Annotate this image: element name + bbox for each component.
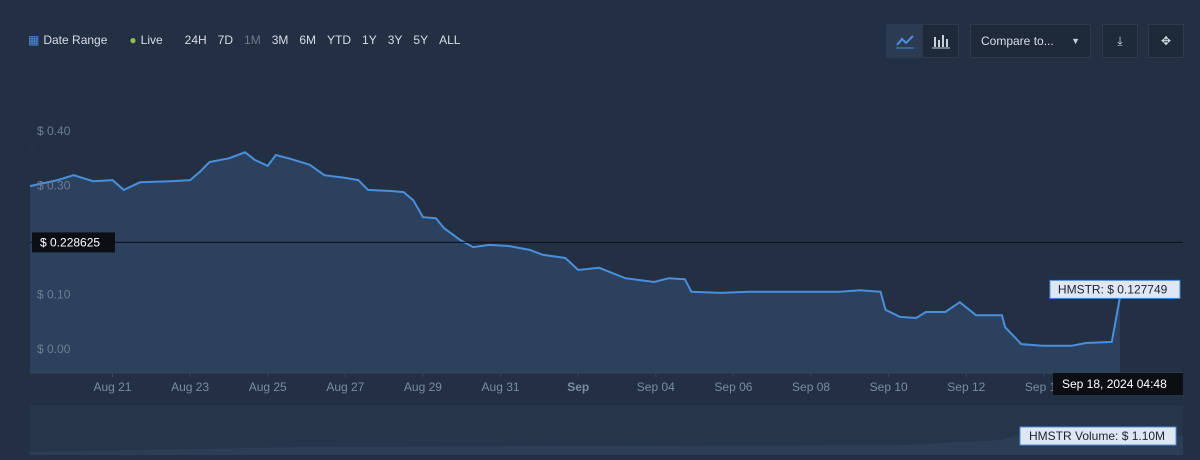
volume-label: HMSTR Volume: $ 1.10M	[1029, 429, 1165, 443]
date-box	[1053, 373, 1183, 395]
range-button[interactable]: 24H	[184, 33, 207, 47]
bar-view-button[interactable]	[922, 24, 959, 58]
date-label: Sep 18, 2024 04:48	[1062, 377, 1167, 391]
range-button[interactable]: 3Y	[387, 33, 403, 47]
x-tick-label: Sep	[567, 380, 589, 394]
compare-label: Compare to...	[981, 34, 1054, 48]
range-button[interactable]: 7D	[217, 33, 234, 47]
compare-select[interactable]: Compare to... ▼	[970, 24, 1091, 58]
download-button[interactable]: ⤓	[1102, 24, 1138, 58]
toolbar: ▦ Date Range ● Live 24H 7D 1M 3M 6M YTD 1Y 3Y 5Y AL…	[28, 33, 471, 47]
last-value-label: HMSTR: $ 0.127749	[1058, 283, 1168, 297]
x-tick-label: Sep 10	[870, 380, 908, 394]
x-tick-label: Aug 29	[404, 380, 442, 394]
x-tick-label: Aug 21	[93, 380, 131, 394]
x-tick-label: Aug 25	[249, 380, 287, 394]
range-button[interactable]: 6M	[299, 33, 317, 47]
date-range[interactable]: ▦ Date Range	[28, 33, 108, 47]
crosshair-label-box	[32, 232, 115, 253]
range-button[interactable]: 1M	[244, 33, 261, 47]
volume-area	[30, 432, 1183, 455]
y-tick-label: $ 0.30	[37, 179, 71, 193]
range-button[interactable]: ALL	[439, 33, 461, 47]
range-button[interactable]: 1Y	[362, 33, 377, 47]
x-tick-label: Aug 23	[171, 380, 209, 394]
x-tick-label: Sep 04	[637, 380, 675, 394]
crosshair-label: $ 0.228625	[40, 236, 100, 250]
live[interactable]: ● Live	[129, 33, 163, 47]
x-tick-label: Sep 08	[792, 380, 830, 394]
area	[30, 152, 1120, 373]
y-tick-label: $ 0.10	[37, 288, 71, 302]
x-tick-label: Sep 06	[714, 380, 752, 394]
range-button[interactable]: 5Y	[413, 33, 429, 47]
last-value-box	[1049, 279, 1181, 299]
live-label: Live	[140, 33, 163, 47]
fullscreen-button[interactable]: ✥	[1148, 24, 1184, 58]
volume-box	[1019, 426, 1177, 446]
x-tick-label: Aug 31	[482, 380, 520, 394]
date-range-label: Date Range	[43, 33, 108, 47]
x-tick-label: Sep 12	[947, 380, 985, 394]
plot	[29, 148, 1121, 373]
y-tick-label: $ 0.00	[37, 342, 71, 356]
line	[29, 151, 1121, 347]
range-button[interactable]: 3M	[271, 33, 289, 47]
icon	[896, 35, 914, 49]
x-tick-label: Aug 27	[326, 380, 364, 394]
range-button[interactable]: YTD	[327, 33, 352, 47]
y-tick-label: $ 0.40	[37, 124, 71, 138]
icon	[932, 35, 950, 49]
